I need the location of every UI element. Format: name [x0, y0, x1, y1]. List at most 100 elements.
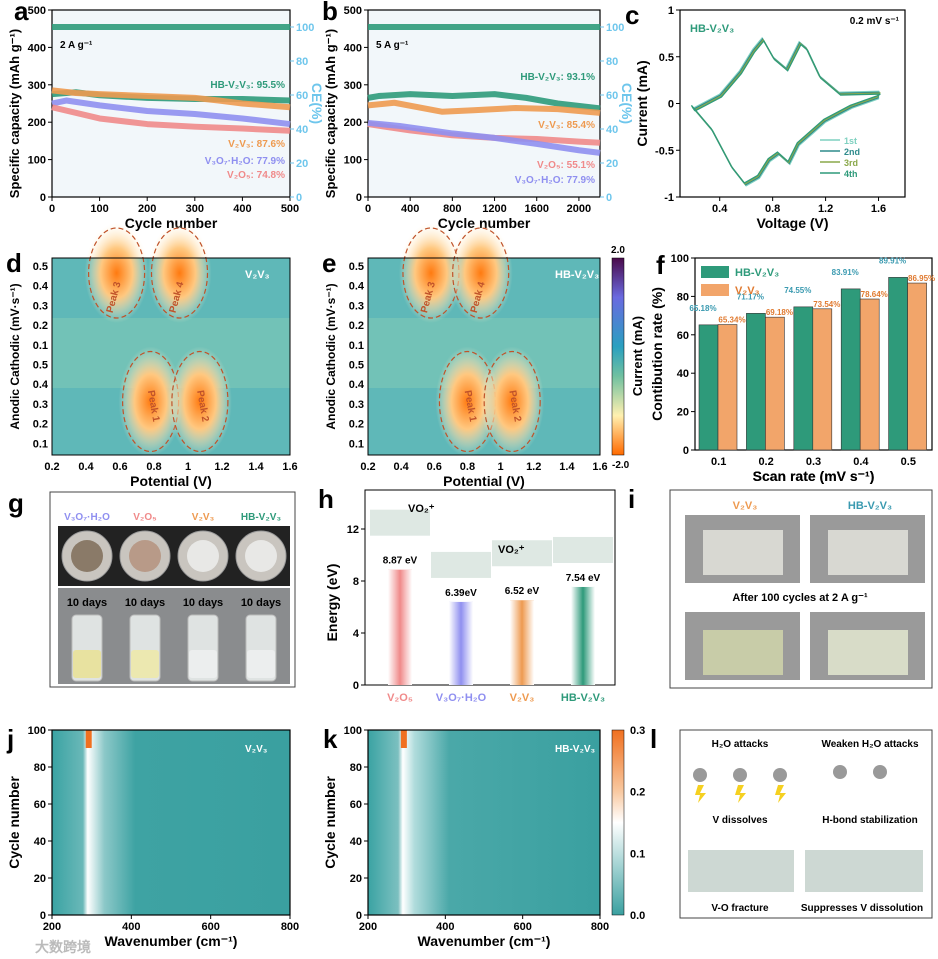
h-vo2-label: VO₂⁺	[498, 544, 525, 556]
g-electrode-center	[71, 540, 103, 572]
a-retention-label: HB-V₂V₃: 95.5%	[210, 80, 285, 91]
f-y-axis-label: Contibution rate (%)	[649, 287, 665, 421]
k-y-tick-label: 20	[350, 873, 362, 885]
a-y-tick-label: 100	[296, 22, 314, 34]
k-raman-map	[368, 730, 600, 915]
e-colorbar-max: 2.0	[611, 245, 625, 256]
a-y-tick-label: 40	[296, 124, 308, 136]
f-bar-value-label: 78.64%	[861, 290, 888, 299]
a-y-tick-label: 60	[296, 90, 308, 102]
a-y-tick-label: 20	[296, 158, 308, 170]
e-x-tick-label: 1.6	[592, 461, 607, 473]
e-colorbar-label: Current (mA)	[630, 316, 645, 396]
d-peak-contour	[150, 227, 209, 319]
h-structure-model	[492, 540, 552, 567]
j-plot-frame	[51, 729, 291, 916]
a-y-tick-label: 500	[28, 5, 46, 17]
e-peak-label: Peak 2	[506, 390, 522, 424]
d-peak-contour	[171, 350, 229, 453]
e-x-tick-label: 0.2	[360, 461, 375, 473]
f-bar-v2v3	[765, 316, 785, 451]
f-bar-value-label: 86.95%	[908, 274, 935, 283]
h-x-tick-label: HB-V₂V₃	[561, 692, 605, 704]
h-plot-frame	[364, 489, 616, 686]
g-electrolyte	[247, 650, 275, 678]
f-y-tick-label: 40	[677, 368, 689, 380]
l-water-molecule-icon	[873, 765, 887, 779]
e-peak-hotspot	[435, 346, 500, 457]
g-electrolyte	[131, 650, 159, 678]
h-energy-label: 6.39eV	[445, 588, 477, 599]
j-x-tick-label: 800	[281, 921, 299, 933]
e-y-tick-label: 0.1	[349, 438, 364, 450]
k-colorbar-tick: 0.1	[630, 848, 645, 860]
h-structure-model	[370, 509, 430, 536]
panel-label-c: c	[625, 0, 639, 30]
h-y-tick-label: 8	[353, 576, 359, 588]
h-energy-label: 6.52 eV	[505, 586, 540, 597]
c-y-tick-label: -1	[664, 192, 674, 204]
panel-label-b: b	[322, 0, 338, 26]
k-x-tick-label: 400	[436, 921, 454, 933]
h-x-tick-label: V₂O₅	[387, 692, 413, 704]
c-y-tick-label: 1	[668, 5, 674, 17]
legend-label: V₂V₃	[735, 285, 760, 297]
a-y-tick-label: 400	[28, 42, 46, 54]
j-y-tick-label: 40	[34, 836, 46, 848]
e-y-tick-label: 0.2	[349, 419, 364, 431]
b-y-tick-label: 400	[344, 42, 362, 54]
e-y-tick-label: 0.3	[349, 399, 364, 411]
f-bar-v2v3	[812, 308, 833, 451]
d-x-tick-label: 0.8	[146, 461, 161, 473]
e-peak-hotspot	[398, 223, 463, 323]
j-x-tick-label: 600	[201, 921, 219, 933]
j-x-tick-label: 400	[122, 921, 140, 933]
f-bar-value-label: 69.18%	[766, 308, 793, 317]
h-y-tick-label: 0	[353, 680, 359, 692]
f-x-tick-label: 0.3	[806, 456, 821, 468]
e-x-tick-label: 0.8	[460, 461, 475, 473]
b-y-tick-label: 300	[344, 80, 362, 92]
i-electrolyte-top	[828, 530, 908, 575]
k-x-tick-label: 600	[513, 921, 531, 933]
h-energy-bar-shade	[449, 601, 473, 685]
d-y-tick-label: 0.3	[33, 399, 48, 411]
a-x-tick-label: 500	[281, 203, 299, 215]
j-y-tick-label: 80	[34, 762, 46, 774]
cv-curve-2nd	[692, 37, 880, 186]
k-colorbar	[611, 729, 625, 916]
f-bar-hb-v2v3	[746, 313, 766, 451]
h-y-tick-label: 12	[347, 524, 359, 536]
d-x-tick-label: 1	[185, 461, 191, 473]
b-y-axis-label: Specific capacity (mAh g⁻¹)	[323, 29, 338, 198]
b-y-tick-label: 0	[356, 192, 362, 204]
f-y-tick-label: 80	[677, 291, 689, 303]
g-electrode-center	[187, 540, 219, 572]
c-x-axis-label: Voltage (V)	[756, 215, 828, 231]
e-x-axis-label: Potential (V)	[443, 473, 525, 489]
d-y-tick-label: 0.1	[33, 340, 48, 352]
d-peak-hotspot	[167, 346, 232, 457]
l-label: H₂O attacks	[712, 739, 769, 750]
l-water-molecule-icon	[833, 765, 847, 779]
h-energy-label: 8.87 eV	[383, 556, 418, 567]
k-colorbar-tick: 0.0	[630, 910, 645, 922]
i-electrolyte-top	[703, 530, 783, 575]
f-x-axis-label: Scan rate (mV s⁻¹)	[753, 468, 875, 484]
d-x-tick-label: 1.4	[248, 461, 264, 473]
d-y-tick-label: 0.2	[33, 320, 48, 332]
d-peak-hotspot	[84, 223, 149, 323]
a-retention-label: V₂V₃: 87.6%	[228, 139, 285, 150]
g-days-label: 10 days	[241, 597, 281, 609]
c-title: HB-V₂V₃	[690, 23, 734, 35]
f-y-tick-label: 20	[677, 407, 689, 419]
k-raman-peak-hot	[400, 730, 407, 748]
legend-label: 3rd	[844, 158, 858, 168]
c-y-tick-label: 0.5	[659, 52, 674, 64]
k-x-axis-label: Wavenumber (cm⁻¹)	[418, 933, 551, 949]
f-bar-hb-v2v3	[793, 306, 814, 451]
c-scan-rate: 0.2 mV s⁻¹	[850, 16, 900, 27]
g-electrolyte	[73, 650, 101, 678]
f-bar-hb-v2v3	[698, 324, 719, 451]
